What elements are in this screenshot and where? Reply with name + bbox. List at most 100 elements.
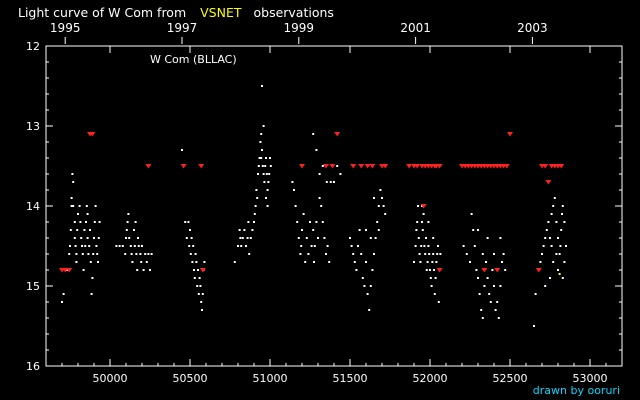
observation-point — [494, 309, 497, 311]
observation-point — [135, 253, 138, 255]
observation-point — [425, 237, 427, 239]
observation-point — [93, 237, 95, 239]
upper-limit-point — [406, 164, 413, 169]
observation-point — [61, 301, 63, 303]
observation-point — [477, 277, 479, 279]
observation-point — [140, 261, 143, 263]
observation-point — [366, 293, 369, 295]
observation-point — [150, 253, 153, 255]
observation-point — [472, 229, 475, 231]
observation-point — [312, 133, 315, 135]
upper-limit-point — [364, 164, 371, 169]
observation-point — [246, 237, 249, 239]
observation-point — [318, 173, 321, 175]
observation-point — [465, 253, 468, 255]
upper-limit-point — [558, 164, 565, 169]
observation-point — [137, 237, 139, 239]
observation-point — [369, 285, 372, 287]
observation-point — [192, 245, 195, 247]
upper-limit-point — [542, 164, 549, 169]
observation-point — [69, 229, 72, 231]
observation-point — [357, 245, 359, 247]
upper-limit-point — [334, 132, 341, 137]
observation-point — [333, 181, 335, 183]
observation-point — [313, 261, 315, 263]
upper-limit-point — [436, 164, 443, 169]
observation-point — [121, 245, 124, 247]
observation-point — [309, 221, 311, 223]
chart-title: Light curve of W Com from VSNET observat… — [18, 5, 334, 20]
observation-point — [247, 221, 250, 223]
upper-limit-point — [382, 164, 389, 169]
observation-point — [544, 285, 547, 287]
observation-point — [321, 165, 324, 167]
observation-point — [83, 229, 86, 231]
observation-point — [196, 285, 199, 287]
observation-point — [238, 229, 241, 231]
observation-point — [381, 197, 383, 199]
observation-point — [483, 285, 486, 287]
observation-point — [184, 221, 187, 223]
observation-point — [81, 245, 83, 247]
observation-point — [82, 269, 85, 271]
observation-point — [198, 277, 201, 279]
observation-point — [504, 269, 507, 271]
observation-point — [499, 237, 502, 239]
observation-point — [339, 173, 342, 175]
observation-point — [488, 293, 491, 295]
observation-point — [493, 285, 495, 287]
observation-point — [429, 269, 431, 271]
observation-point — [75, 253, 78, 255]
observation-point — [315, 221, 318, 223]
upper-limit-point — [420, 204, 427, 209]
observation-point — [302, 213, 305, 215]
observation-point — [269, 157, 271, 159]
observation-point — [382, 205, 385, 207]
observation-point — [130, 253, 133, 255]
upper-limit-point — [198, 164, 205, 169]
observation-point — [125, 229, 128, 231]
observation-point — [328, 261, 331, 263]
observation-point — [417, 237, 420, 239]
observation-point — [477, 229, 479, 231]
observation-point — [473, 245, 476, 247]
observation-point — [326, 245, 329, 247]
observation-point — [95, 245, 98, 247]
observation-point — [72, 181, 75, 183]
observation-point — [256, 197, 259, 199]
observation-point — [141, 245, 143, 247]
x-tick-label: 52500 — [493, 372, 528, 385]
observation-point — [373, 197, 375, 199]
observation-point — [336, 165, 339, 167]
observation-point — [94, 205, 97, 207]
observation-point — [427, 245, 430, 247]
observation-point — [321, 221, 324, 223]
observation-point — [424, 253, 427, 255]
observation-point — [358, 229, 361, 231]
observation-point — [563, 221, 566, 223]
observation-point — [557, 237, 559, 239]
observation-point — [86, 237, 89, 239]
observation-point — [124, 253, 127, 255]
observation-point — [190, 237, 193, 239]
observation-point — [561, 213, 563, 215]
observation-point — [245, 245, 247, 247]
observation-point — [475, 269, 478, 271]
observation-point — [181, 149, 183, 151]
observation-point — [125, 237, 127, 239]
observation-point — [293, 189, 295, 191]
observation-point — [558, 273, 561, 275]
upper-limit-point — [350, 164, 357, 169]
upper-limit-point — [535, 268, 542, 273]
observation-point — [417, 205, 419, 207]
upper-limit-point — [323, 164, 329, 169]
observation-point — [137, 245, 140, 247]
observation-point — [469, 261, 471, 263]
observation-point — [200, 301, 203, 303]
observation-point — [420, 245, 423, 247]
observation-point — [478, 293, 481, 295]
observation-point — [325, 181, 328, 183]
observation-point — [248, 253, 251, 255]
observation-point — [265, 157, 267, 159]
observation-point — [255, 189, 258, 191]
